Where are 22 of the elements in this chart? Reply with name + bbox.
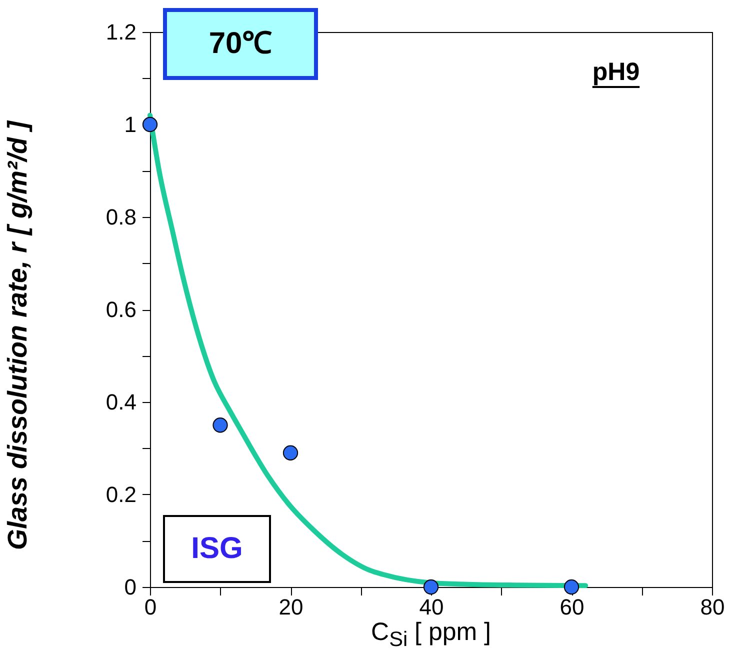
y-axis-title: Glass dissolution rate, r [ g/m²/d ] bbox=[2, 119, 34, 552]
y-tick-label: 0.6 bbox=[106, 297, 136, 322]
annotation: ISG bbox=[163, 515, 271, 583]
x-tick-label: 20 bbox=[278, 594, 304, 620]
point bbox=[282, 445, 298, 460]
annotation: pH9 bbox=[591, 58, 641, 87]
y-tick-label: 0.8 bbox=[106, 204, 136, 230]
y-tick-label: 0.4 bbox=[106, 390, 136, 414]
y-tick-label: 0 bbox=[124, 574, 136, 600]
y-tick-label: 1 bbox=[124, 112, 136, 137]
x-tick-label: 40 bbox=[419, 594, 444, 620]
point bbox=[564, 579, 580, 595]
point bbox=[142, 116, 158, 132]
point bbox=[423, 579, 439, 595]
x-tick-label: 80 bbox=[700, 594, 725, 620]
x-tick-label: 60 bbox=[560, 594, 584, 620]
y-tick-label: 0.2 bbox=[106, 482, 136, 507]
point bbox=[212, 418, 228, 433]
x-tick-label: 0 bbox=[144, 594, 157, 620]
annotation: 70℃ bbox=[163, 8, 318, 80]
y-tick-label: 1.2 bbox=[106, 20, 136, 44]
x-axis-title: C$_{Si}$ [ ppm ] bbox=[370, 618, 492, 652]
